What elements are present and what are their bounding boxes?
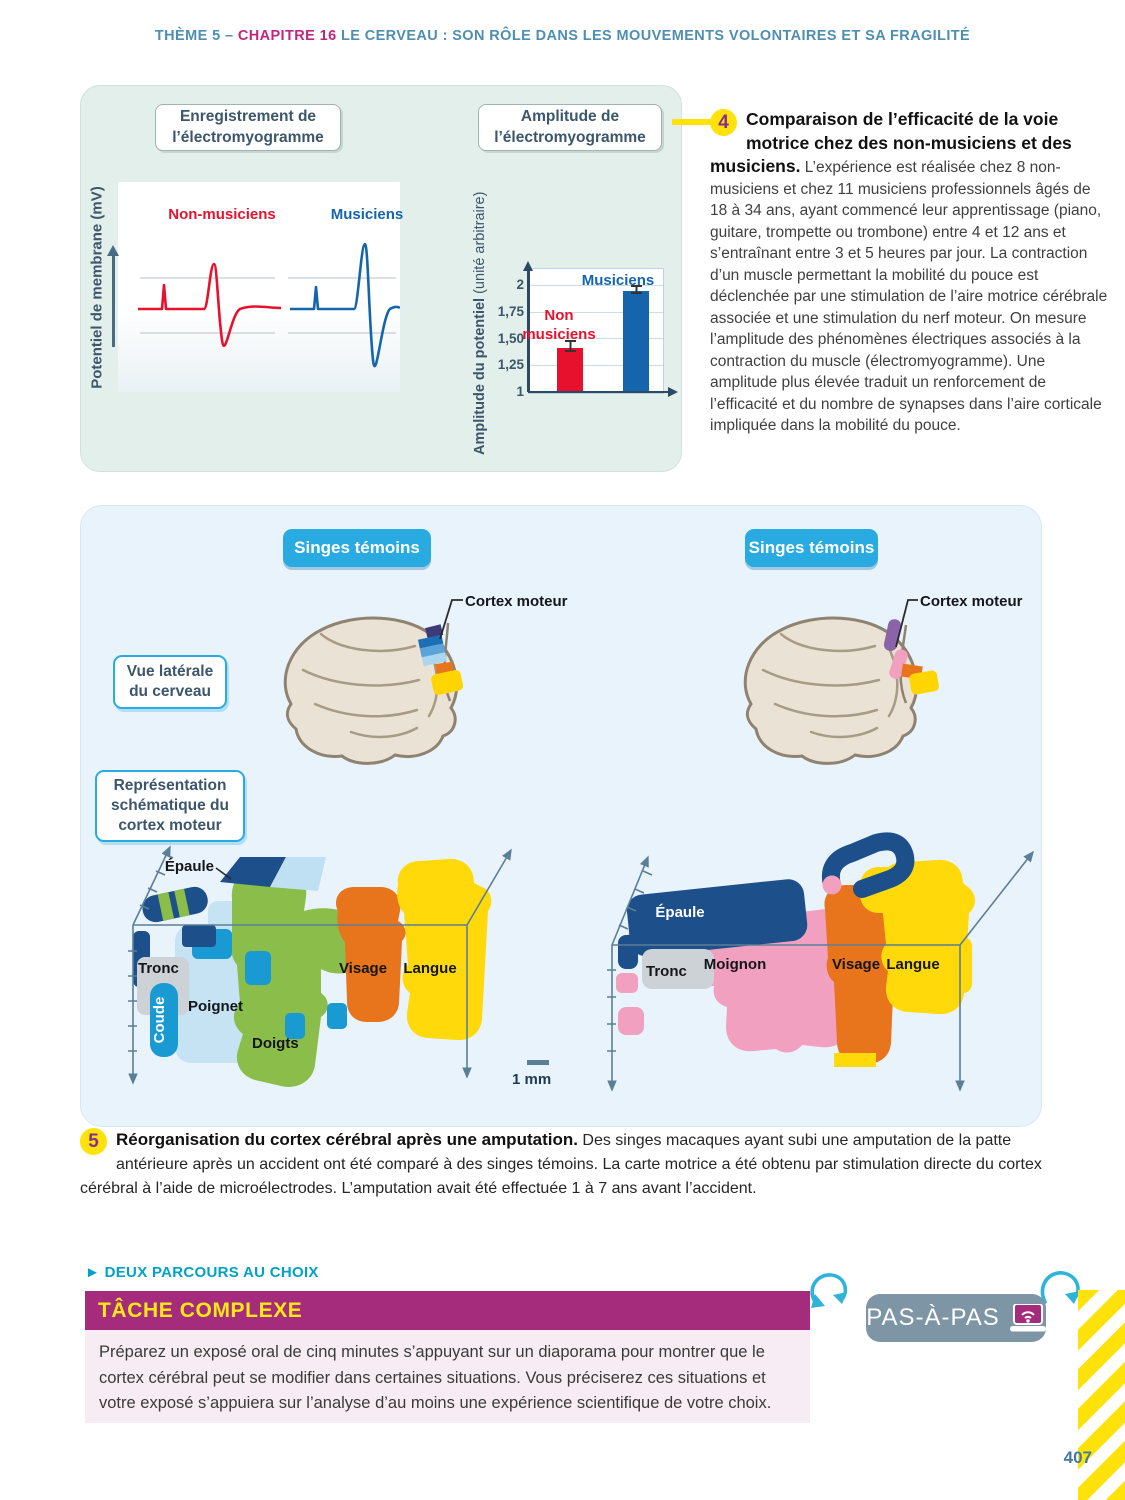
triangle-right-icon: ► xyxy=(85,1264,101,1281)
doc4-text: 4 Comparaison de l’efficacité de la voie… xyxy=(710,108,1108,437)
doc4-number-badge: 4 xyxy=(710,109,737,136)
y-axis-label-amplitude-bold: Amplitude du potentiel xyxy=(472,297,488,455)
map-right-label-tronc: Tronc xyxy=(646,963,687,980)
bar-x-arrow xyxy=(668,387,678,397)
tick-2: 2 xyxy=(516,277,524,292)
bar-label-musicians: Musiciens xyxy=(581,272,655,289)
emg-recording-chart xyxy=(118,182,401,392)
bar-musicians xyxy=(623,291,649,393)
bar-label-non-musicians: Non musiciens xyxy=(522,307,596,343)
y-axis-arrow-head xyxy=(107,245,119,256)
schematic-box: Représentation schématique du cortex mot… xyxy=(95,770,245,842)
bar-y-arrow xyxy=(523,261,533,271)
figure4-connector xyxy=(672,119,717,125)
task-body-text: Préparez un exposé oral de cinq minutes … xyxy=(99,1343,772,1413)
map-left-label-tronc: Tronc xyxy=(138,960,179,977)
cortex-pointer-right xyxy=(895,599,918,648)
error-bar-non-musicians xyxy=(564,339,576,353)
bar-x-axis xyxy=(528,390,670,393)
parcours-label: DEUX PARCOURS AU CHOIX xyxy=(104,1264,319,1281)
header-chapter: CHAPITRE 16 xyxy=(237,28,337,44)
map-left-label-visage: Visage xyxy=(339,960,387,977)
cortex-moteur-label-right: Cortex moteur xyxy=(920,593,1023,610)
side-view-box: Vue latérale du cerveau xyxy=(113,655,227,709)
curved-arrow-right-icon xyxy=(1040,1271,1080,1304)
task-body-box: Préparez un exposé oral de cinq minutes … xyxy=(85,1330,810,1423)
bar-non-musicians xyxy=(557,348,583,393)
tick-175: 1,75 xyxy=(497,304,524,319)
doc4-body: L’expérience est réalisée chez 8 non-mus… xyxy=(710,159,1108,434)
tick-125: 1,25 xyxy=(497,357,524,372)
map-right-hook-shape xyxy=(822,832,915,898)
map-right-label-visage: Visage xyxy=(832,956,880,973)
error-bar-musicians xyxy=(630,285,642,294)
cortex-pointer-left xyxy=(439,599,463,640)
map-left-label-coude: Coude xyxy=(151,997,168,1044)
laptop-wifi-icon xyxy=(1009,1303,1046,1331)
fig5-number-badge: 5 xyxy=(80,1128,107,1155)
header-title: LE CERVEAU : SON RÔLE DANS LES MOUVEMENT… xyxy=(336,28,971,44)
panel-title-amplitude-label: Amplitude de l’électromyogramme xyxy=(494,108,646,146)
map-right-label-epaule: Épaule xyxy=(655,904,704,921)
motor-cortex-patches-left xyxy=(417,622,464,702)
figure5-svg: Épaule Tronc Poignet Doigts Visage Langu… xyxy=(128,599,1034,1092)
map-left-label-poignet: Poignet xyxy=(188,998,243,1015)
gridline xyxy=(529,337,663,339)
motor-map-right: Épaule Tronc Moignon Visage Langue xyxy=(607,832,1034,1092)
map-left-label-langue: Langue xyxy=(403,960,456,977)
scale-label: 1 mm xyxy=(512,1071,552,1088)
trace-label-musicians: Musiciens xyxy=(330,206,404,223)
fig5-body: Des singes macaques ayant subi une amput… xyxy=(80,1132,1042,1197)
map-left-label-doigts: Doigts xyxy=(252,1035,299,1052)
y-axis-label-membrane: Potentiel de membrane (mV) xyxy=(88,186,106,389)
fig5-caption: 5 Réorganisation du cortex cérébral aprè… xyxy=(80,1128,1068,1201)
group-label-right: Singes témoins xyxy=(745,529,878,567)
header-theme: THÈME 5 – xyxy=(154,28,238,44)
gridline xyxy=(529,284,663,286)
emg-trace-non-musicians xyxy=(138,262,282,347)
page-header: THÈME 5 – CHAPITRE 16 LE CERVEAU : SON R… xyxy=(0,28,1125,44)
trace-label-non-musicians: Non-musiciens xyxy=(168,206,276,223)
gridline xyxy=(529,364,663,366)
pas-a-pas-badge: PAS-À-PAS xyxy=(866,1294,1046,1342)
fig5-heading: Réorganisation du cortex cérébral après … xyxy=(116,1130,578,1149)
curved-arrow-left-icon xyxy=(810,1273,848,1308)
y-axis-label-amplitude-unit: (unité arbitraire) xyxy=(472,191,488,298)
doc4-heading: Comparaison de l’efficacité de la voie m… xyxy=(710,109,1072,176)
map-left-label-epaule: Épaule xyxy=(165,858,214,875)
pas-a-pas-label: PAS-À-PAS xyxy=(866,1304,1000,1331)
map-right-label-langue: Langue xyxy=(886,956,939,973)
tick-1: 1 xyxy=(516,384,524,399)
task-title: TÂCHE COMPLEXE xyxy=(98,1298,303,1322)
gridline xyxy=(529,311,663,313)
task-banner: TÂCHE COMPLEXE xyxy=(85,1291,810,1330)
panel-title-recording-label: Enregistrement de l’électromyogramme xyxy=(172,108,324,146)
motor-cortex-patches-right xyxy=(883,619,939,704)
map-right-label-moignon: Moignon xyxy=(704,956,766,973)
panel-title-recording: Enregistrement de l’électromyogramme xyxy=(155,104,341,151)
y-axis-arrow-line xyxy=(112,255,115,347)
bar-y-axis xyxy=(527,270,530,392)
cortex-moteur-label-left: Cortex moteur xyxy=(465,593,568,610)
motor-map-left: Épaule Tronc Poignet Doigts Visage Langu… xyxy=(128,845,512,1087)
decorative-stripes xyxy=(1078,1290,1125,1500)
group-label-left: Singes témoins xyxy=(283,529,431,567)
tick-150: 1,50 xyxy=(497,331,524,346)
scale-bar xyxy=(527,1060,549,1065)
emg-trace-musicians xyxy=(290,242,401,368)
y-axis-label-amplitude: Amplitude du potentiel (unité arbitraire… xyxy=(472,192,488,455)
panel-title-amplitude: Amplitude de l’électromyogramme xyxy=(478,104,662,151)
parcours-heading: ► DEUX PARCOURS AU CHOIX xyxy=(85,1264,319,1281)
emg-traces-svg xyxy=(138,242,401,368)
page-number: 407 xyxy=(1063,1448,1092,1467)
